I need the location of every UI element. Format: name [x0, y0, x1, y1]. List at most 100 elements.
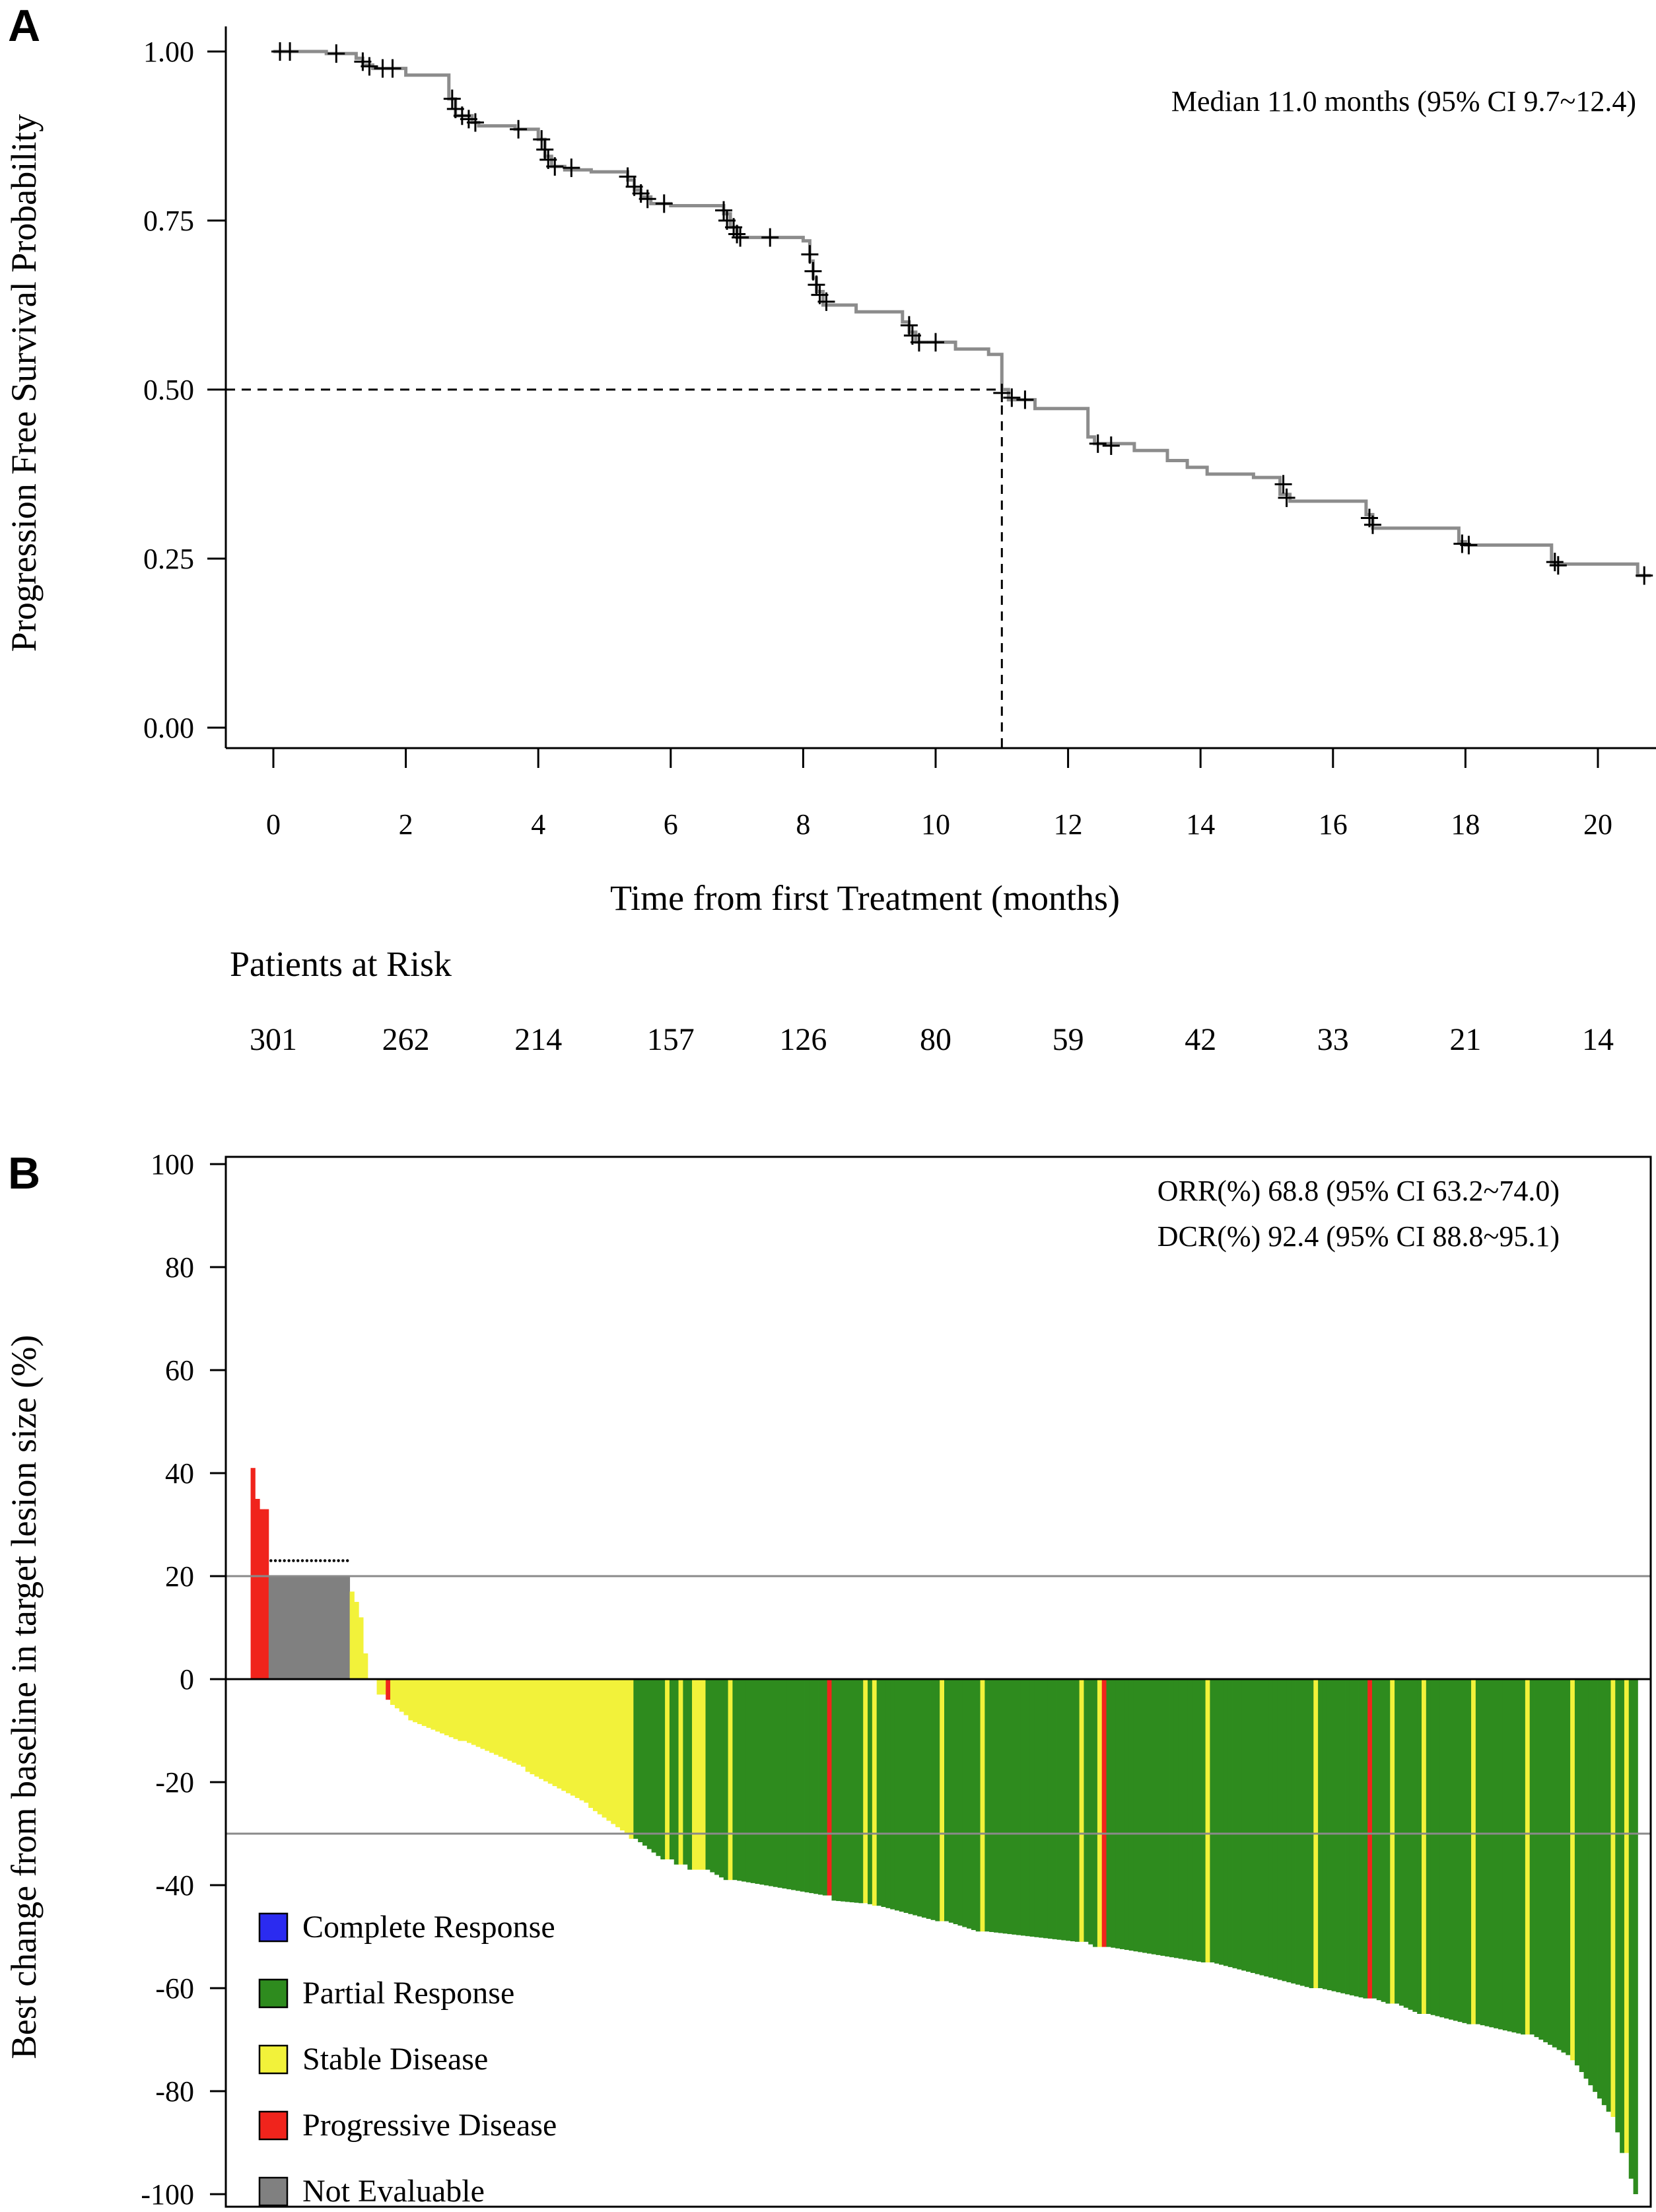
waterfall-bar	[516, 1679, 522, 1765]
waterfall-bar	[1295, 1679, 1301, 1985]
censor-mark	[1089, 434, 1107, 453]
panel-a-axes	[224, 26, 1656, 749]
at-risk-count: 80	[920, 1022, 951, 1057]
waterfall-bar	[417, 1679, 423, 1725]
waterfall-bar	[948, 1679, 954, 1923]
waterfall-bar	[1106, 1679, 1111, 1947]
waterfall-bar	[827, 1679, 832, 1896]
legend-swatch	[258, 2110, 289, 2141]
waterfall-bar	[1422, 1679, 1427, 2014]
waterfall-bar	[1511, 1679, 1517, 2033]
waterfall-bar	[1412, 1679, 1418, 2012]
waterfall-bar	[1034, 1679, 1039, 1937]
waterfall-bar	[1439, 1679, 1445, 2018]
not-evaluable-markers	[269, 1559, 349, 1562]
waterfall-bar	[1093, 1679, 1098, 1947]
waterfall-bar	[539, 1679, 544, 1780]
waterfall-bar	[408, 1679, 413, 1721]
y-tick-label: 40	[165, 1457, 194, 1490]
orr-annotation: ORR(%) 68.8 (95% CI 63.2~74.0)	[1157, 1175, 1560, 1207]
waterfall-bar	[1146, 1679, 1152, 1954]
waterfall-bar	[1363, 1679, 1368, 1999]
waterfall-bar	[1178, 1679, 1183, 1959]
legend-label: Stable Disease	[302, 2042, 488, 2077]
waterfall-bar	[975, 1679, 981, 1932]
waterfall-bar	[1097, 1679, 1103, 1947]
waterfall-bar	[903, 1679, 909, 1913]
censor-mark	[804, 261, 822, 281]
waterfall-bar	[1223, 1679, 1229, 1966]
waterfall-bar	[440, 1679, 445, 1734]
waterfall-bar	[656, 1679, 661, 1856]
waterfall-bar	[1624, 1679, 1630, 2153]
panel-a-label: A	[8, 1, 40, 51]
y-tick-label: -100	[141, 2178, 194, 2211]
panel-a-median-lines	[226, 388, 1003, 748]
waterfall-bar	[1502, 1679, 1508, 2030]
waterfall-bar	[773, 1679, 778, 1887]
waterfall-bar	[1241, 1679, 1247, 1971]
waterfall-bar	[926, 1679, 931, 1919]
y-tick-label: -20	[155, 1766, 194, 1799]
waterfall-bar	[1538, 1679, 1544, 2040]
waterfall-bar	[413, 1679, 418, 1723]
waterfall-bar	[633, 1679, 638, 1839]
waterfall-bar	[1214, 1679, 1220, 1964]
censor-mark	[510, 120, 528, 139]
at-risk-title: Patients at Risk	[230, 944, 452, 984]
waterfall-bar	[250, 1468, 256, 1679]
censor-mark	[728, 225, 746, 244]
waterfall-bar	[584, 1679, 589, 1803]
waterfall-bar	[642, 1679, 648, 1846]
waterfall-bar	[530, 1679, 535, 1774]
waterfall-bar	[273, 1576, 278, 1679]
waterfall-bar	[728, 1679, 733, 1881]
median-annotation: Median 11.0 months (95% CI 9.7~12.4)	[1171, 85, 1636, 118]
waterfall-bar	[471, 1679, 477, 1745]
waterfall-bar	[737, 1679, 742, 1881]
censor-mark	[927, 333, 944, 352]
waterfall-bar	[1579, 1679, 1584, 2073]
waterfall-bar	[1417, 1679, 1422, 2014]
censor-mark	[1546, 553, 1564, 572]
waterfall-bar	[1084, 1679, 1089, 1942]
waterfall-bar	[512, 1679, 517, 1763]
waterfall-bar	[971, 1679, 977, 1930]
waterfall-bar	[1056, 1679, 1062, 1940]
waterfall-bar	[1052, 1679, 1057, 1939]
waterfall-bar	[1169, 1679, 1175, 1958]
at-risk-count: 21	[1449, 1022, 1481, 1057]
waterfall-bar	[894, 1679, 900, 1911]
waterfall-bar	[777, 1679, 782, 1888]
not-evaluable-dot	[323, 1559, 327, 1562]
waterfall-bar	[1593, 1679, 1598, 2092]
waterfall-bar	[1029, 1679, 1035, 1937]
censor-mark	[328, 44, 345, 63]
waterfall-bar	[331, 1576, 337, 1679]
waterfall-bar	[1498, 1679, 1503, 2030]
x-tick-label: 0	[266, 808, 281, 841]
waterfall-bar	[831, 1679, 837, 1901]
waterfall-bar	[957, 1679, 963, 1926]
waterfall-bar	[1628, 1679, 1634, 2179]
waterfall-bar	[1336, 1679, 1341, 1993]
y-tick-label: -60	[155, 1972, 194, 2005]
waterfall-bar	[1268, 1679, 1274, 1978]
waterfall-bar	[1606, 1679, 1611, 2112]
not-evaluable-dot	[287, 1559, 291, 1562]
waterfall-bar	[277, 1576, 283, 1679]
waterfall-bar	[354, 1602, 359, 1679]
waterfall-bar	[359, 1617, 364, 1679]
waterfall-bar	[935, 1679, 940, 1921]
waterfall-bar	[1039, 1679, 1044, 1938]
waterfall-bar	[1246, 1679, 1251, 1972]
waterfall-bar	[1016, 1679, 1021, 1935]
waterfall-bar	[295, 1576, 301, 1679]
x-tick-label: 2	[399, 808, 413, 841]
waterfall-bar	[1205, 1679, 1210, 1962]
waterfall-bar	[615, 1679, 621, 1828]
waterfall-bar	[881, 1679, 886, 1907]
waterfall-bar	[547, 1679, 553, 1784]
censor-mark	[1102, 436, 1120, 455]
